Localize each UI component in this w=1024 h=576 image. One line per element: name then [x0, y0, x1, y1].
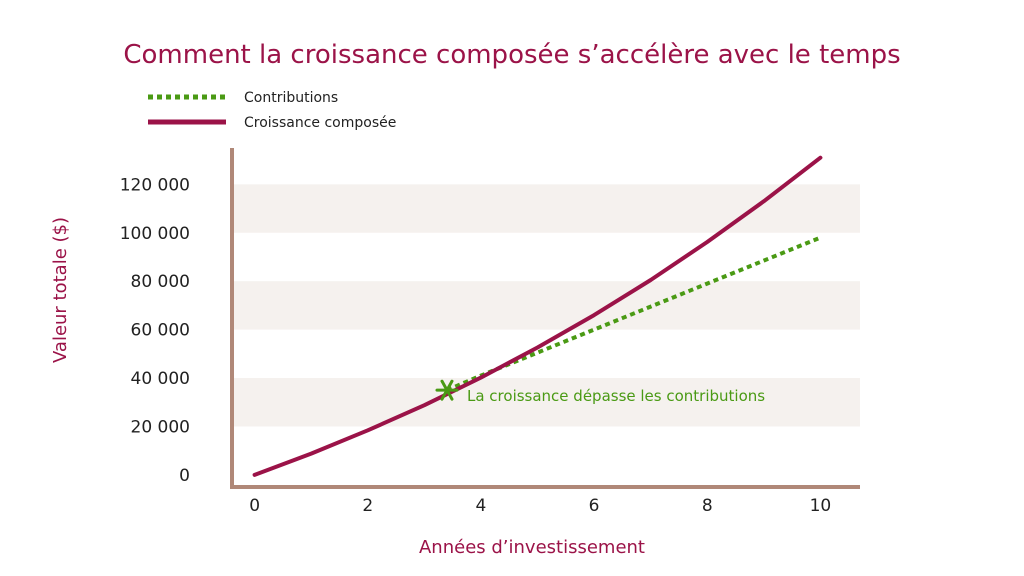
x-tick-label: 4 — [476, 496, 487, 516]
y-tick-label: 80 000 — [131, 272, 190, 292]
x-tick-label: 10 — [810, 496, 832, 516]
x-axis-title: Années d’investissement — [419, 537, 645, 558]
plot-series — [252, 155, 823, 477]
legend-label-contributions: Contributions — [244, 90, 338, 106]
grid-band-0 — [232, 378, 860, 427]
y-tick-label: 120 000 — [120, 175, 190, 195]
x-tick-label: 2 — [362, 496, 373, 516]
y-tick-label: 20 000 — [131, 417, 190, 437]
grid-band-2 — [232, 184, 860, 233]
grid-bands — [232, 184, 860, 427]
x-tick-label: 8 — [702, 496, 713, 516]
chart-title: Comment la croissance composée s’accélèr… — [123, 40, 900, 70]
crossover-star-icon — [435, 379, 459, 401]
x-tick-label: 6 — [589, 496, 600, 516]
legend: Contributions Croissance composée — [148, 90, 396, 131]
series-line-growth — [252, 155, 823, 477]
annotation-label: La croissance dépasse les contributions — [467, 387, 765, 405]
y-tick-label: 0 — [179, 466, 190, 486]
y-axis-ticks: 0 20 000 40 000 60 000 80 000 100 000 120 000 — [120, 175, 190, 486]
x-axis-ticks: 0 2 4 6 8 10 — [249, 496, 831, 516]
y-tick-label: 60 000 — [131, 321, 190, 341]
y-tick-label: 40 000 — [131, 369, 190, 389]
y-tick-label: 100 000 — [120, 224, 190, 244]
crossover-annotation: La croissance dépasse les contributions — [435, 379, 765, 405]
x-tick-label: 0 — [249, 496, 260, 516]
legend-label-growth: Croissance composée — [244, 115, 396, 131]
y-axis-title: Valeur totale ($) — [50, 217, 71, 363]
grid-band-1 — [232, 281, 860, 330]
